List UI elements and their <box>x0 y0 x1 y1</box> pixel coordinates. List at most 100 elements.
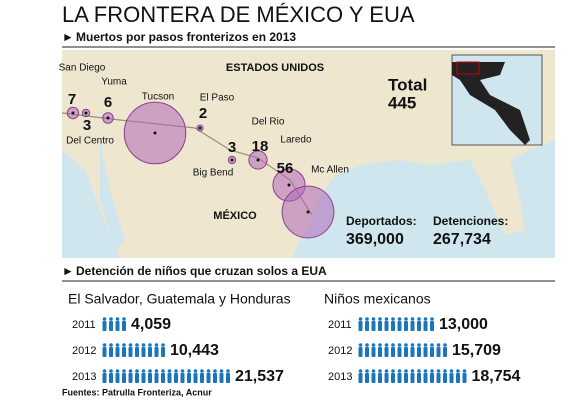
map <box>61 50 555 258</box>
icon-body <box>122 373 126 383</box>
icon-body <box>456 373 460 383</box>
icon-head <box>187 369 191 373</box>
place-name: San Diego <box>59 63 106 74</box>
icon-body <box>154 373 159 383</box>
icon-head <box>462 369 467 373</box>
icon-body <box>193 373 198 383</box>
icon-body <box>358 373 363 383</box>
icon-head <box>128 343 133 347</box>
icon-body <box>410 347 415 357</box>
year: 2013 <box>72 371 96 383</box>
icon-body <box>148 373 152 383</box>
icon-head <box>141 343 146 347</box>
icon-head <box>115 317 120 321</box>
arrow: ► <box>62 30 74 44</box>
year: 2012 <box>328 345 352 357</box>
gulf <box>100 140 125 250</box>
icon-body <box>365 321 369 331</box>
icon-head <box>135 343 139 347</box>
icon-body <box>384 321 389 331</box>
icon-body <box>391 347 395 357</box>
children-heading: Detención de niños que cruzan solos a EU… <box>76 264 327 278</box>
icon-head <box>174 369 178 373</box>
icon-body <box>206 373 211 383</box>
icon-head <box>443 369 447 373</box>
icon-head <box>371 369 376 373</box>
bubble-value: 3 <box>83 117 91 134</box>
year: 2013 <box>328 371 352 383</box>
icon-body <box>226 373 230 383</box>
icon-head <box>391 343 395 347</box>
icon-head <box>423 317 428 321</box>
icon-head <box>449 369 454 373</box>
icon-head <box>443 343 447 347</box>
pictogram <box>102 343 165 357</box>
place-name: Tucson <box>142 92 174 103</box>
icon-head <box>193 369 198 373</box>
group-title: El Salvador, Guatemala y Honduras <box>68 291 291 307</box>
icon-body <box>410 321 415 331</box>
inset-highlight <box>456 61 480 75</box>
icon-head <box>358 369 363 373</box>
country-label: ESTADOS UNIDOS <box>226 62 324 74</box>
icon-body <box>443 373 447 383</box>
icon-body <box>430 373 434 383</box>
icon-body <box>397 373 402 383</box>
icon-head <box>358 317 363 321</box>
icon-body <box>397 347 402 357</box>
icon-body <box>141 373 146 383</box>
land <box>62 50 555 258</box>
source: Fuentes: Patrulla Fronteriza, Acnur <box>62 387 212 397</box>
icon-body <box>391 321 395 331</box>
icon-body <box>462 373 467 383</box>
icon-head <box>371 343 376 347</box>
stat-value: 267,734 <box>433 231 491 248</box>
icon-head <box>115 369 120 373</box>
icon-head <box>391 317 395 321</box>
icon-head <box>115 343 120 347</box>
dot <box>71 111 75 115</box>
place-name: Del Centro <box>66 136 114 147</box>
icon-head <box>378 343 382 347</box>
icon-body <box>219 373 224 383</box>
icon-head <box>417 317 421 321</box>
count: 13,000 <box>439 316 488 333</box>
icon-body <box>115 347 120 357</box>
icon-body <box>161 347 165 357</box>
bubble-value: 2 <box>199 105 207 122</box>
dot <box>106 116 110 120</box>
count: 15,709 <box>452 342 501 359</box>
bubble-value: 18 <box>252 138 269 155</box>
pictogram <box>358 317 434 331</box>
icon-body <box>365 347 369 357</box>
icon-head <box>417 343 421 347</box>
icon-head <box>128 369 133 373</box>
icon-body <box>141 347 146 357</box>
total-value: 445 <box>388 93 416 112</box>
icon-body <box>213 373 217 383</box>
icon-head <box>397 343 402 347</box>
icon-head <box>384 317 389 321</box>
icon-body <box>102 347 107 357</box>
pictogram <box>358 343 447 357</box>
bubble-value: 3 <box>228 139 236 156</box>
bubble-value: 56 <box>277 160 294 177</box>
icon-head <box>122 317 126 321</box>
icon-body <box>371 321 376 331</box>
icon-head <box>430 317 434 321</box>
icon-head <box>154 343 159 347</box>
icon-body <box>174 373 178 383</box>
total-label: Total <box>388 75 427 94</box>
icon-head <box>378 369 382 373</box>
icon-body <box>109 321 113 331</box>
icon-body <box>135 347 139 357</box>
icon-head <box>378 317 382 321</box>
icon-head <box>365 369 369 373</box>
icon-head <box>404 317 408 321</box>
icon-body <box>187 373 191 383</box>
icon-head <box>365 317 369 321</box>
icon-body <box>358 321 363 331</box>
icon-head <box>154 369 159 373</box>
icon-head <box>161 343 165 347</box>
